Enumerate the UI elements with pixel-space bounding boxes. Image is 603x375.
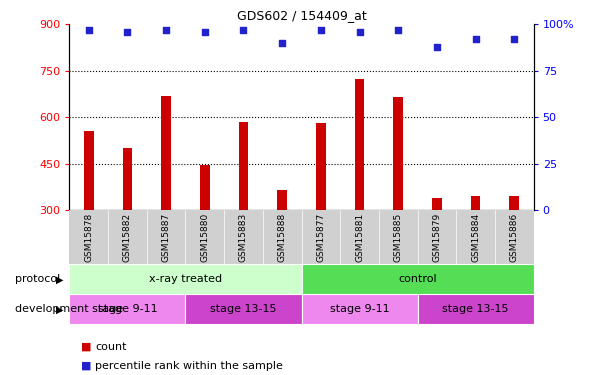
Text: control: control xyxy=(398,274,437,284)
Text: GSM15880: GSM15880 xyxy=(200,213,209,262)
Text: ▶: ▶ xyxy=(56,304,63,314)
Bar xyxy=(417,294,534,324)
Point xyxy=(510,36,519,42)
Bar xyxy=(277,190,287,210)
Bar xyxy=(200,165,210,210)
Bar xyxy=(510,196,519,210)
Bar xyxy=(122,148,132,210)
Point xyxy=(84,27,93,33)
Text: development stage: development stage xyxy=(15,304,123,314)
Bar xyxy=(471,196,481,210)
Point xyxy=(277,40,287,46)
Text: GSM15887: GSM15887 xyxy=(162,213,171,262)
Text: GSM15879: GSM15879 xyxy=(432,213,441,262)
Bar xyxy=(186,294,302,324)
Bar xyxy=(302,294,417,324)
Point xyxy=(355,29,364,35)
Bar xyxy=(355,78,364,210)
Text: GSM15885: GSM15885 xyxy=(394,213,403,262)
Text: protocol: protocol xyxy=(15,274,60,284)
Point xyxy=(471,36,481,42)
Bar xyxy=(161,96,171,210)
Bar xyxy=(316,123,326,210)
Text: GSM15886: GSM15886 xyxy=(510,213,519,262)
Text: stage 9-11: stage 9-11 xyxy=(330,304,390,314)
Text: stage 9-11: stage 9-11 xyxy=(98,304,157,314)
Text: stage 13-15: stage 13-15 xyxy=(210,304,277,314)
Text: x-ray treated: x-ray treated xyxy=(149,274,222,284)
Text: GSM15877: GSM15877 xyxy=(317,213,326,262)
Text: ■: ■ xyxy=(81,361,92,370)
Bar xyxy=(84,131,93,210)
Text: percentile rank within the sample: percentile rank within the sample xyxy=(95,361,283,370)
Bar xyxy=(69,264,302,294)
Text: GSM15878: GSM15878 xyxy=(84,213,93,262)
Text: GSM15888: GSM15888 xyxy=(277,213,286,262)
Point xyxy=(239,27,248,33)
Bar xyxy=(432,198,442,210)
Bar xyxy=(69,294,186,324)
Text: ■: ■ xyxy=(81,342,92,352)
Point xyxy=(432,44,442,50)
Text: ▶: ▶ xyxy=(56,274,63,284)
Bar xyxy=(239,122,248,210)
Text: GSM15881: GSM15881 xyxy=(355,213,364,262)
Text: GDS602 / 154409_at: GDS602 / 154409_at xyxy=(236,9,367,22)
Text: GSM15882: GSM15882 xyxy=(123,213,132,262)
Point xyxy=(161,27,171,33)
Bar xyxy=(302,264,534,294)
Text: count: count xyxy=(95,342,127,352)
Point xyxy=(122,29,132,35)
Text: stage 13-15: stage 13-15 xyxy=(443,304,509,314)
Point xyxy=(200,29,210,35)
Point xyxy=(316,27,326,33)
Point xyxy=(393,27,403,33)
Text: GSM15883: GSM15883 xyxy=(239,213,248,262)
Text: GSM15884: GSM15884 xyxy=(471,213,480,262)
Bar xyxy=(393,97,403,210)
